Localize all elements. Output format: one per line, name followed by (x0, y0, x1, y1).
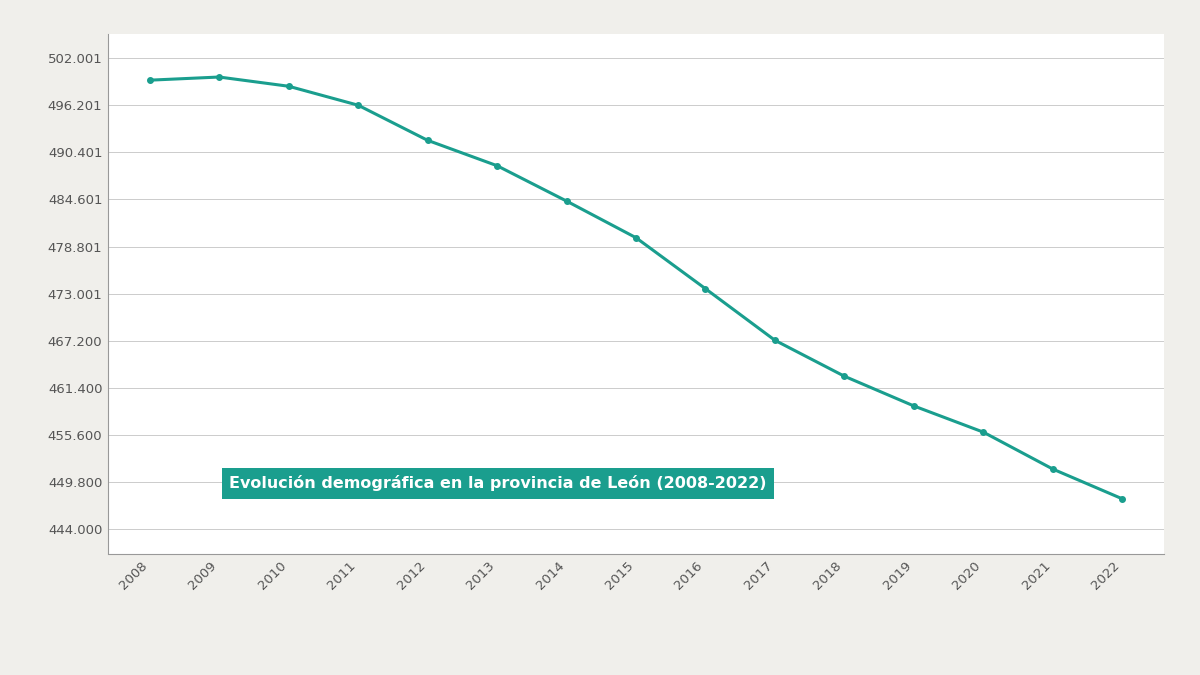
Text: Evolución demográfica en la provincia de León (2008-2022): Evolución demográfica en la provincia de… (229, 475, 767, 491)
